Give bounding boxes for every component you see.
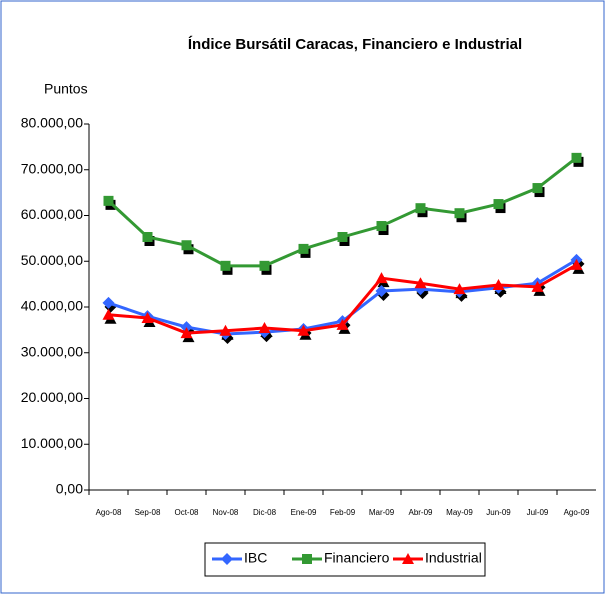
- point: [453, 283, 466, 295]
- point: [102, 308, 115, 320]
- x-tick-label: Dic-08: [253, 508, 277, 517]
- y-tick-label: 80.000,00: [21, 115, 83, 131]
- y-tick-label: 60.000,00: [21, 206, 83, 222]
- x-tick-label: Feb-09: [330, 508, 356, 517]
- legend-label: Industrial: [425, 550, 482, 566]
- legend-label: Financiero: [324, 550, 390, 566]
- point: [102, 296, 115, 309]
- x-tick-label: Ene-09: [291, 508, 317, 517]
- point: [531, 280, 544, 292]
- y-tick-label: 20.000,00: [21, 389, 83, 405]
- y-tick-label: 10.000,00: [21, 435, 83, 451]
- legend-label: IBC: [244, 550, 267, 566]
- point: [376, 221, 387, 232]
- point: [141, 311, 154, 323]
- y-tick-label: 0,00: [56, 481, 83, 497]
- y-tick-label: 50.000,00: [21, 252, 83, 268]
- legend-marker: [221, 553, 233, 565]
- x-tick-label: Sep-08: [135, 508, 161, 517]
- legend-box: [204, 542, 486, 577]
- point: [180, 327, 193, 339]
- point: [103, 195, 114, 206]
- y-tick-label: 70.000,00: [21, 160, 83, 176]
- point: [297, 324, 310, 336]
- x-tick-label: Ago-08: [96, 508, 122, 517]
- x-tick-label: May-09: [446, 508, 473, 517]
- point: [375, 272, 388, 284]
- x-tick-label: Jun-09: [486, 508, 511, 517]
- point: [414, 277, 427, 289]
- x-tick-label: Abr-09: [408, 508, 433, 517]
- point: [298, 243, 309, 254]
- x-tick-label: Nov-08: [213, 508, 239, 517]
- point: [375, 284, 388, 297]
- point: [492, 279, 505, 291]
- point: [532, 183, 543, 194]
- point: [220, 260, 231, 271]
- point: [571, 152, 582, 163]
- y-tick-label: 40.000,00: [21, 298, 83, 314]
- x-tick-label: Oct-08: [174, 508, 199, 517]
- x-tick-label: Ago-09: [564, 508, 590, 517]
- point: [454, 208, 465, 219]
- x-tick-label: Jul-09: [527, 508, 549, 517]
- legend-marker: [402, 553, 414, 564]
- x-tick-label: Mar-09: [369, 508, 395, 517]
- point: [181, 240, 192, 251]
- point: [570, 258, 583, 270]
- point: [337, 232, 348, 243]
- point: [142, 232, 153, 243]
- point: [258, 322, 271, 334]
- y-axis-label: Puntos: [44, 81, 88, 97]
- point: [259, 260, 270, 271]
- point: [219, 324, 232, 336]
- chart-title: Índice Bursátil Caracas, Financiero e In…: [188, 36, 522, 53]
- point: [336, 318, 349, 330]
- y-tick-label: 30.000,00: [21, 343, 83, 359]
- point: [493, 199, 504, 210]
- point: [415, 203, 426, 214]
- legend-marker: [302, 554, 312, 564]
